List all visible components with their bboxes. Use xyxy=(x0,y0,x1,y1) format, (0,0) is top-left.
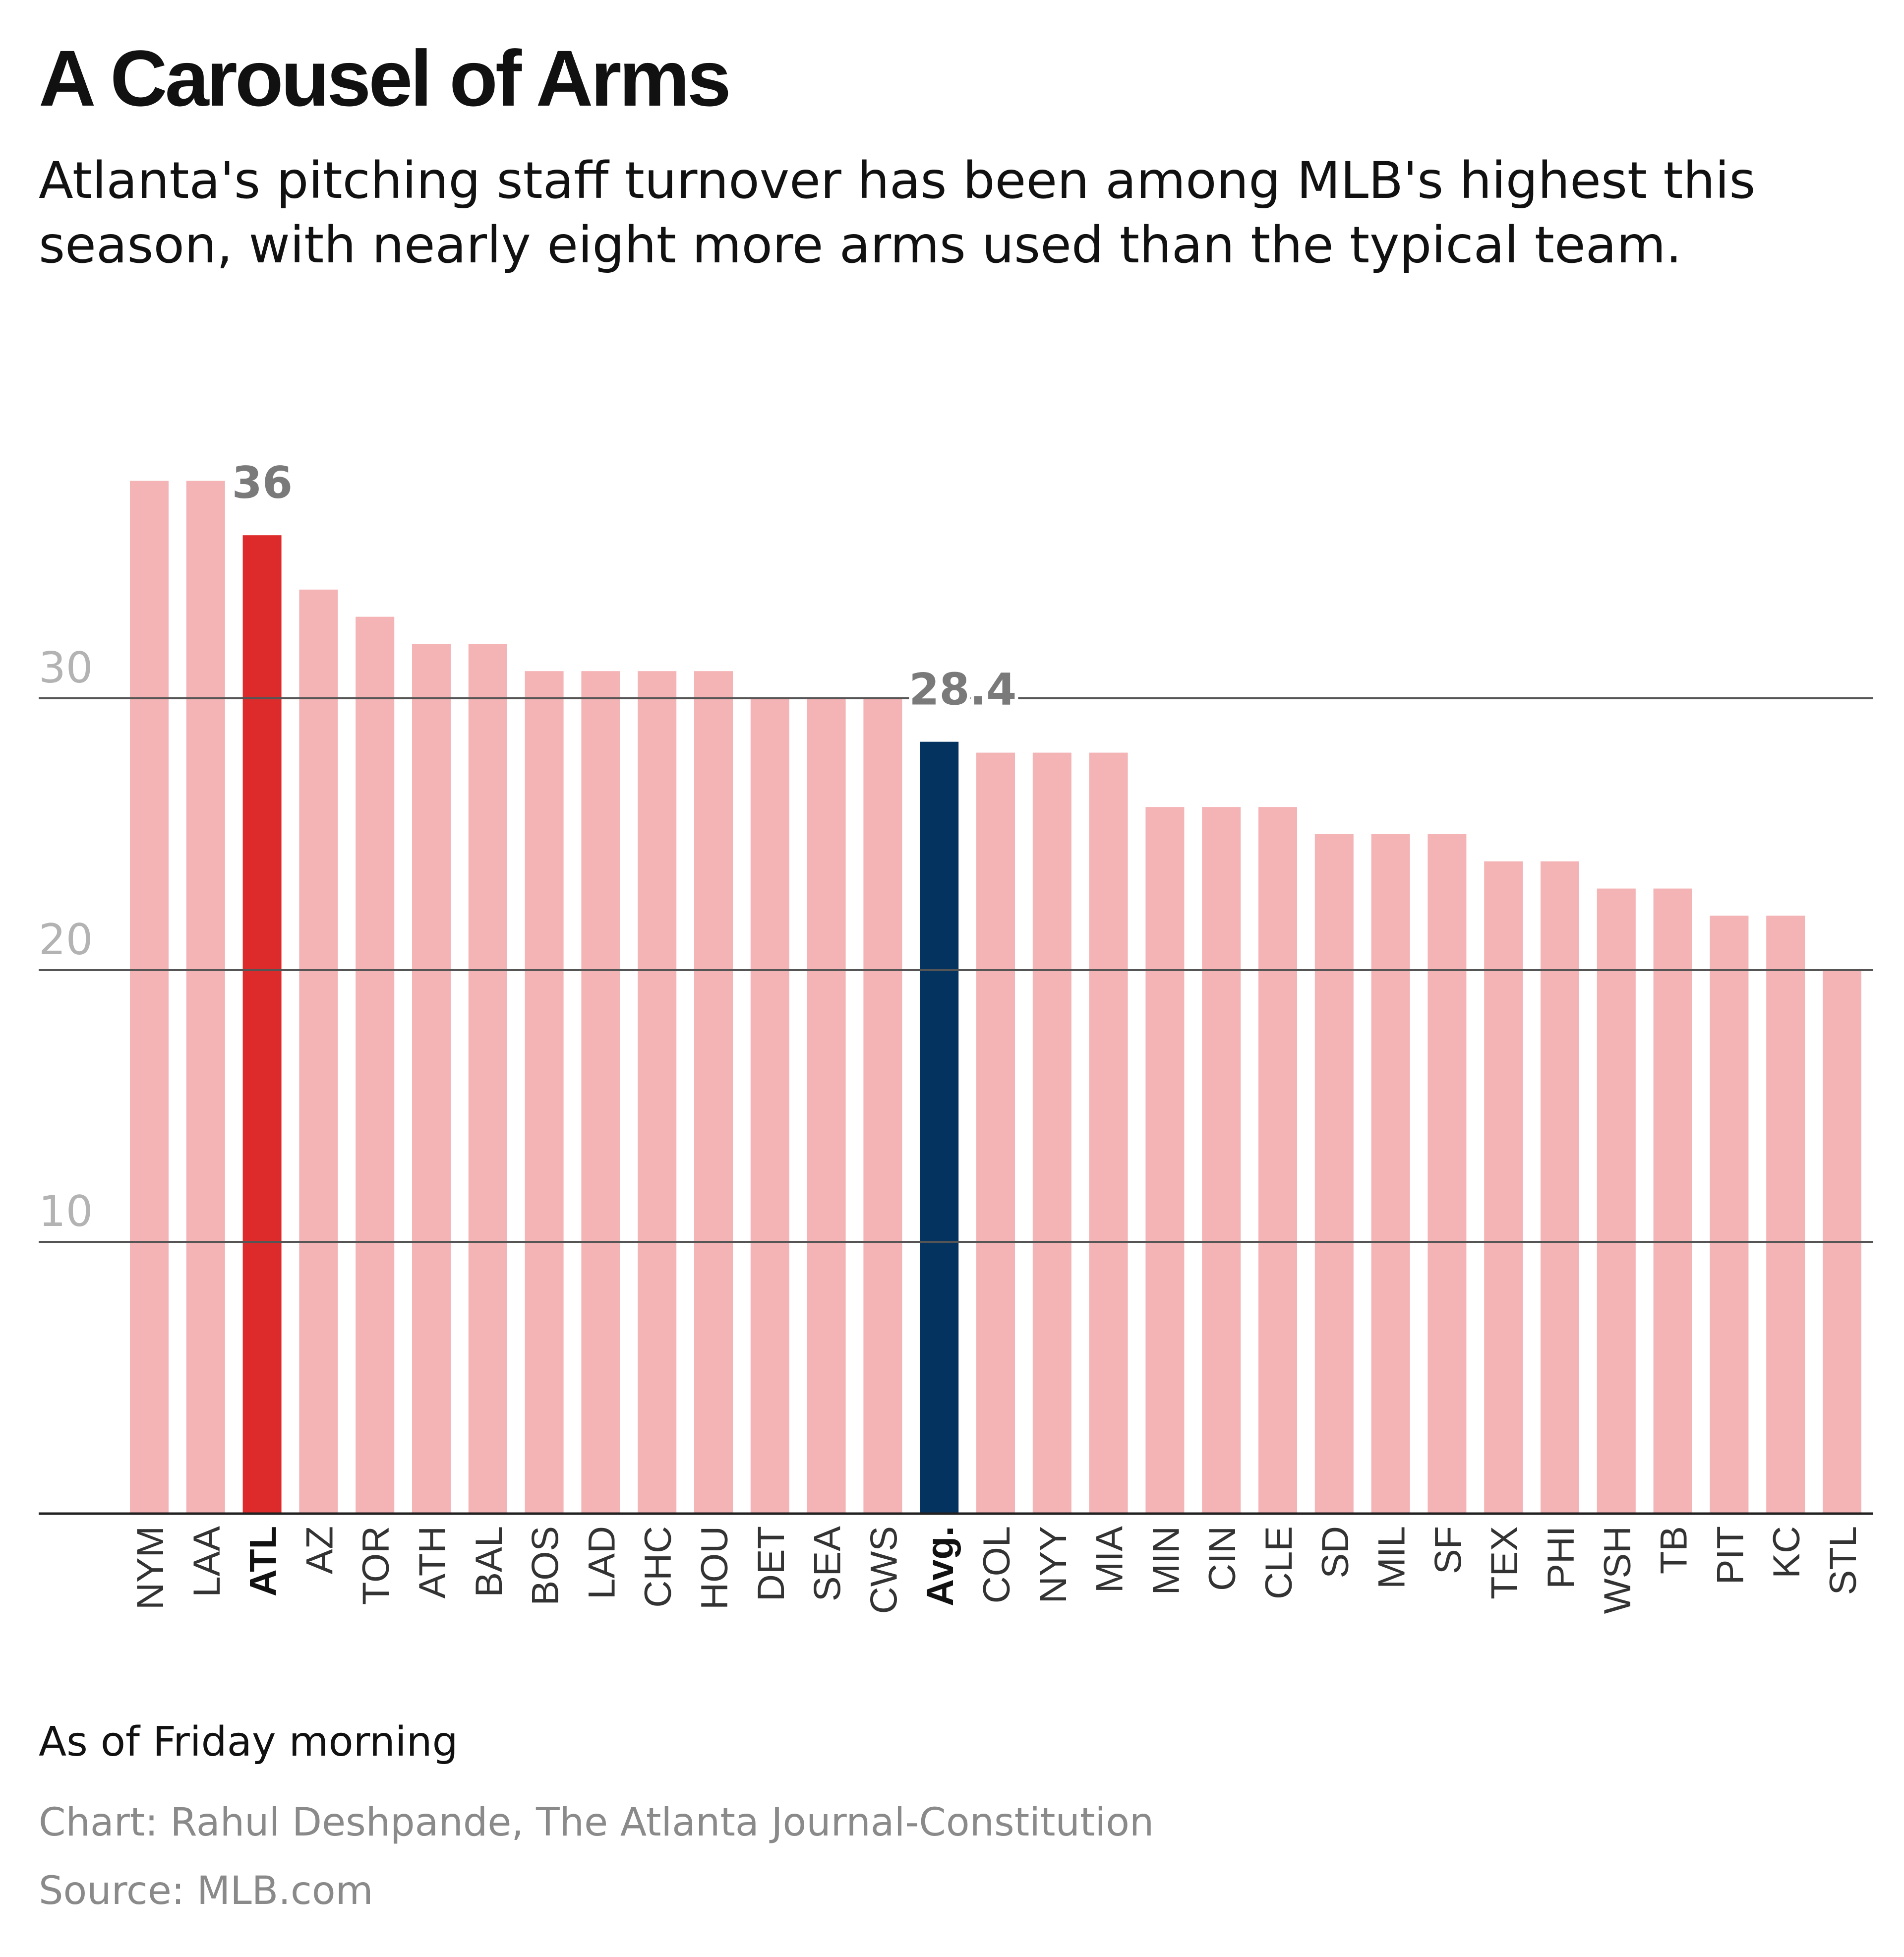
bar-hou xyxy=(694,671,733,1514)
bar-sf xyxy=(1428,834,1467,1514)
x-tick-label-nym: NYM xyxy=(129,1526,172,1610)
bar-mil xyxy=(1371,834,1410,1514)
x-tick-label-cws: CWS xyxy=(863,1526,905,1614)
data-label-atl: 36 xyxy=(232,457,293,508)
bar-lad xyxy=(581,671,620,1514)
x-tick-label-ath: ATH xyxy=(412,1526,454,1598)
x-tick-label-bos: BOS xyxy=(525,1526,567,1606)
bar-avg xyxy=(920,741,959,1514)
chart-credit: Chart: Rahul Deshpande, The Atlanta Jour… xyxy=(39,1800,1154,1845)
bar-bos xyxy=(525,671,564,1514)
x-tick-label-nyy: NYY xyxy=(1032,1526,1074,1603)
x-tick-label-sd: SD xyxy=(1314,1526,1357,1579)
bar-min xyxy=(1145,807,1185,1514)
bar-col xyxy=(976,752,1015,1514)
x-tick-label-az: AZ xyxy=(298,1526,341,1574)
bar-chc xyxy=(638,671,677,1514)
x-tick-label-atl: ATL xyxy=(242,1526,285,1596)
bar-sd xyxy=(1314,834,1354,1514)
x-tick-label-sf: SF xyxy=(1427,1526,1469,1574)
bar-cin xyxy=(1202,807,1241,1514)
x-tick-label-det: DET xyxy=(750,1526,792,1601)
chart-note: As of Friday morning xyxy=(39,1718,458,1766)
x-tick-label-wsh: WSH xyxy=(1597,1526,1639,1614)
chart-source: Source: MLB.com xyxy=(39,1869,373,1913)
bar-laa xyxy=(186,481,225,1514)
data-label-avg: 28.4 xyxy=(909,664,1016,715)
x-tick-label-tb: TB xyxy=(1653,1526,1695,1574)
bar-chart: NYM LAA ATL AZ TOR ATH BAL BOS LAD CHC HOU DET SEA CW… xyxy=(39,454,1873,1614)
bar-det xyxy=(750,698,789,1514)
x-tick-label-laa: LAA xyxy=(186,1526,228,1597)
x-tick-label-cin: CIN xyxy=(1201,1526,1244,1591)
bar-az xyxy=(299,589,338,1514)
y-tick-label-30: 30 xyxy=(39,643,93,693)
bar-atl xyxy=(242,535,282,1514)
y-tick-label-10: 10 xyxy=(39,1187,93,1236)
chart-subtitle: Atlanta's pitching staff turnover has be… xyxy=(39,151,1756,275)
chart-title: A Carousel of Arms xyxy=(39,34,731,122)
x-tick-label-sea: SEA xyxy=(807,1526,849,1601)
x-tick-label-hou: HOU xyxy=(694,1526,736,1610)
x-tick-label-chc: CHC xyxy=(637,1526,679,1608)
x-tick-label-mil: MIL xyxy=(1371,1526,1413,1589)
x-tick-label-bal: BAL xyxy=(468,1526,510,1597)
x-tick-label-cle: CLE xyxy=(1258,1526,1300,1599)
bar-bal xyxy=(468,644,507,1514)
data-labels: NYM LAA ATL AZ TOR ATH BAL BOS LAD CHC HOU DET SEA CW… xyxy=(39,454,1864,1614)
bar-tb xyxy=(1653,888,1692,1514)
x-tick-label-stl: STL xyxy=(1822,1526,1864,1595)
x-tick-label-pit: PIT xyxy=(1709,1526,1751,1585)
x-tick-label-min: MIN xyxy=(1145,1526,1187,1595)
x-tick-label-mia: MIA xyxy=(1089,1526,1131,1593)
bar-cws xyxy=(863,698,902,1514)
bar-nyy xyxy=(1032,752,1071,1514)
bar-mia xyxy=(1089,752,1128,1514)
bar-nym xyxy=(130,481,169,1514)
bar-ath xyxy=(412,644,451,1514)
bars xyxy=(130,481,1861,1514)
bar-tex xyxy=(1484,861,1523,1514)
bar-sea xyxy=(807,698,846,1514)
bar-cle xyxy=(1258,807,1297,1514)
x-tick-label-col: COL xyxy=(976,1526,1018,1603)
x-tick-label-tex: TEX xyxy=(1484,1526,1526,1599)
x-tick-label-tor: TOR xyxy=(355,1526,397,1605)
x-tick-label-kc: KC xyxy=(1766,1526,1808,1579)
bar-pit xyxy=(1710,916,1749,1514)
x-tick-label-lad: LAD xyxy=(581,1526,623,1599)
bar-tor xyxy=(356,616,395,1514)
bar-wsh xyxy=(1597,888,1636,1514)
bar-phi xyxy=(1541,861,1579,1514)
bar-kc xyxy=(1766,916,1805,1514)
x-tick-label-phi: PHI xyxy=(1540,1526,1582,1589)
x-tick-label-avg: Avg. xyxy=(919,1526,961,1606)
y-tick-label-20: 20 xyxy=(39,915,93,965)
gridlines xyxy=(39,697,1873,1515)
